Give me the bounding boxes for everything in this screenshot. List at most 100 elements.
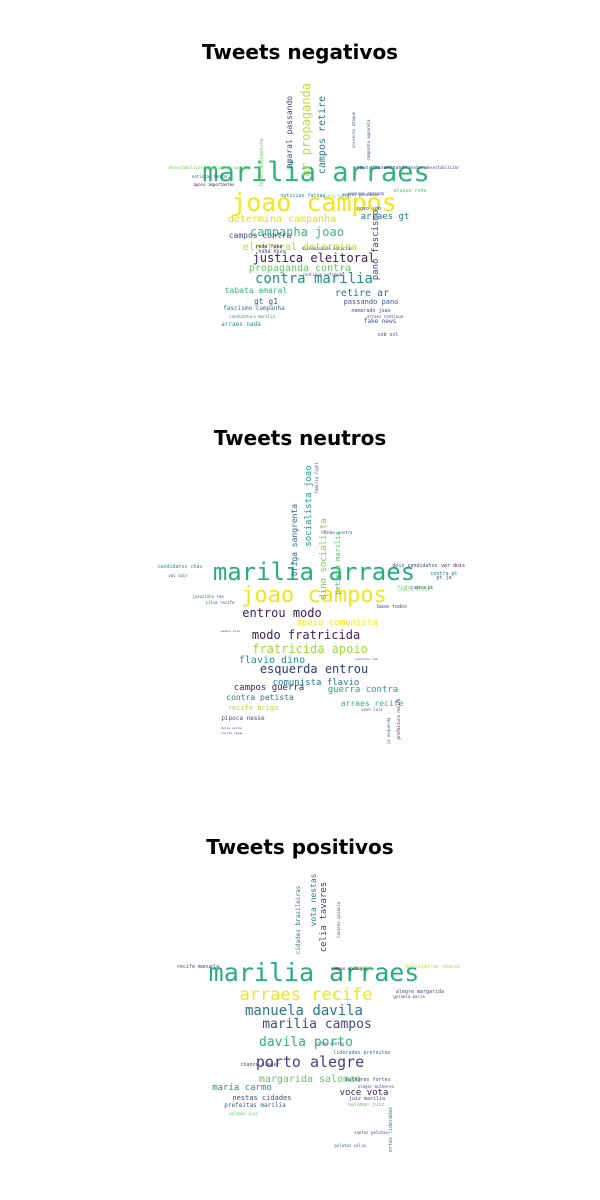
- word-recife-briga: recife briga: [228, 704, 279, 712]
- word-determina-campanha: determina campanha: [228, 214, 336, 225]
- word-alegre-margarida: alegre margarida: [396, 989, 444, 995]
- word-arraes-recife: arraes recife: [341, 699, 404, 708]
- word-prefeito-recife: prefeito recife: [399, 588, 426, 592]
- word-vota-nestas: vota nestas: [309, 873, 318, 926]
- word-noticias-falsas: noticias falsas: [280, 193, 325, 199]
- word-guerra-contra: guerra contra: [328, 685, 398, 695]
- word-vovo-luis: vovo luis: [361, 707, 383, 712]
- word-campos-retire: campos retire: [317, 96, 328, 174]
- word-pt-ja: pt ja: [436, 575, 451, 581]
- word-tabata-amaral: tabata amaral: [225, 286, 288, 295]
- word-salomao-juiz: salomao juiz: [229, 1111, 258, 1116]
- word-apoio-importantes: apoio importantes: [194, 182, 236, 187]
- word-continua-sofrendo: continua sofrendo: [303, 272, 345, 277]
- word-campanha-joao: campanha joao: [250, 225, 344, 239]
- word-contra-marilia: contra marilia: [255, 271, 373, 287]
- word-fora-candidatura: fora candidatura: [259, 139, 265, 187]
- word-fortes-lideradas: fortes lideradas: [388, 1107, 394, 1152]
- word-campos-luis: campos luis: [220, 629, 240, 633]
- word-manuela-davila: manuela davila: [245, 1003, 363, 1019]
- word-ataque-rede: ataque rede: [393, 188, 426, 194]
- word-dino-socialista: dino socialista: [319, 518, 329, 599]
- word-ar-propaganda: ar propaganda: [299, 83, 313, 177]
- word-retire-ar: retire ar: [335, 288, 389, 299]
- word-joaozinho-tem: joaozinho tem: [354, 657, 378, 661]
- word-salomao-juiz: salomao juiz: [348, 1102, 384, 1108]
- word-lideradas-prefeitas: lideradas prefeitas: [333, 1050, 390, 1056]
- word-arraes-recife: arraes recife: [239, 985, 372, 1005]
- word-amaral-passando: amaral passando: [285, 96, 294, 168]
- word-pano-fascismo: pano fascismo: [371, 210, 381, 280]
- word-fight-desejo: fight desejo: [397, 585, 433, 591]
- word-arraes-gt: arraes gt: [361, 212, 410, 222]
- word-contra-pt: contra pt: [430, 571, 457, 577]
- word-juiz-marilia: juiz marilia: [349, 1096, 385, 1102]
- word-deixa-ventar: deixa ventar: [221, 726, 243, 730]
- word-todos-contra: todos contra: [324, 530, 353, 535]
- word-porto-alegre: porto alegre: [256, 1053, 364, 1071]
- word-carmo-santos: carmo santos: [316, 1041, 345, 1046]
- word-ver-dois: ver dois: [441, 563, 465, 569]
- word-contra-falsas: contra falsas: [320, 194, 352, 199]
- word-arraes-nada: arraes nada: [221, 321, 261, 328]
- word-nada-novo: nada novo: [258, 249, 285, 255]
- word-joaozinho-tem: joaozinho tem: [192, 594, 224, 599]
- word-dois-candidatos: dois candidatos: [392, 563, 437, 569]
- word-prefeitas-marilia: prefeitas marilia: [224, 1102, 286, 1109]
- word-pelotas-celia: pelotas celia: [334, 1143, 366, 1148]
- word-recife-manuela: recife manuela: [177, 964, 219, 970]
- word-disseminando-noticias: disseminando noticias: [302, 246, 353, 251]
- word-entrou-modo: entrou modo: [242, 606, 321, 620]
- word-novo-sob: novo sob: [357, 206, 381, 212]
- word-justica-eleitoral: justica eleitoral: [253, 251, 376, 265]
- word-gt-g1: gt g1: [254, 297, 278, 306]
- word-fake-news: fake news: [364, 318, 397, 325]
- word-davila-porto: davila porto: [259, 1035, 353, 1050]
- word-noticias-tentar: noticias tentar: [192, 174, 229, 179]
- word-petista-marilia: petista marilia: [334, 531, 342, 594]
- word-celia-tavares: celia tavares: [319, 882, 329, 952]
- word-margarida-salomao: margarida salomao: [259, 1074, 361, 1085]
- word-contra-pt: contra pt: [411, 585, 433, 590]
- word-campanha-aquarela: campanha aquarela: [366, 119, 371, 161]
- word-familia-fight: familia fight: [314, 462, 319, 494]
- word-campos-guerra: campos guerra: [234, 683, 304, 693]
- word-joao-campos: joao campos: [231, 188, 397, 217]
- word-goiania-maria: goiania maria: [393, 994, 425, 999]
- word-propaganda-contra: propaganda contra: [249, 263, 351, 274]
- word-campos-contagem: campos contagem: [331, 966, 368, 971]
- word-pessoas-atacada: pessoas atacada: [348, 191, 385, 196]
- word-silva-recife: silva recife: [206, 600, 235, 605]
- word-vai-sair: vai sair: [168, 573, 188, 578]
- word-marilia-arraes: marilia arraes: [202, 157, 430, 188]
- word-apoio-comunista: apoio comunista: [296, 618, 377, 628]
- word-fratricida-apoio: fratricida apoio: [252, 642, 368, 656]
- word-universo-ataque: universo ataque: [351, 111, 356, 148]
- word-esquerda-entrou: esquerda entrou: [260, 662, 368, 676]
- panel-title: Tweets negativos: [201, 40, 399, 64]
- word-chance-eleger: chance eleger: [240, 1062, 279, 1068]
- word-rede-fake: rede fake: [255, 244, 282, 250]
- word-eleger-mulheres: eleger mulheres: [358, 1084, 395, 1089]
- word-santos-pelotas: santos pelotas: [354, 1130, 388, 1135]
- word-desestabilizar-candidatura-marilia: desestabilizar candidatura marilia: [169, 165, 251, 170]
- word-tentar-desestabilizar: tentar desestabilizar: [409, 165, 460, 170]
- word-marilia-arraes: marilia arraes: [213, 558, 415, 586]
- word-ja-esquerda: ja esquerda: [386, 717, 391, 744]
- word-pipoca-nesse: pipoca nesse: [221, 715, 265, 722]
- word-candidatura-marilia: candidatura marilia: [229, 314, 275, 319]
- word-cidades-brasileiras: cidades brasileiras: [295, 885, 302, 954]
- word-marilia-campos: marilia campos: [262, 1017, 372, 1032]
- word-recife-casal: recife casal: [221, 731, 243, 735]
- word-fascismo-campanha: fascismo campanha: [223, 305, 285, 312]
- word-base-todos: base todos: [377, 604, 407, 610]
- word-modo-fratricida: modo fratricida: [252, 628, 360, 642]
- word-passando-pano: passando pano: [344, 298, 399, 306]
- word-briga-sangrenta: briga sangrenta: [290, 504, 299, 576]
- word-voce-vota: voce vota: [340, 1088, 389, 1098]
- word-brasileiras-chance: brasileiras chance: [406, 964, 460, 970]
- word-tavares-goiania: tavares goiania: [336, 901, 341, 938]
